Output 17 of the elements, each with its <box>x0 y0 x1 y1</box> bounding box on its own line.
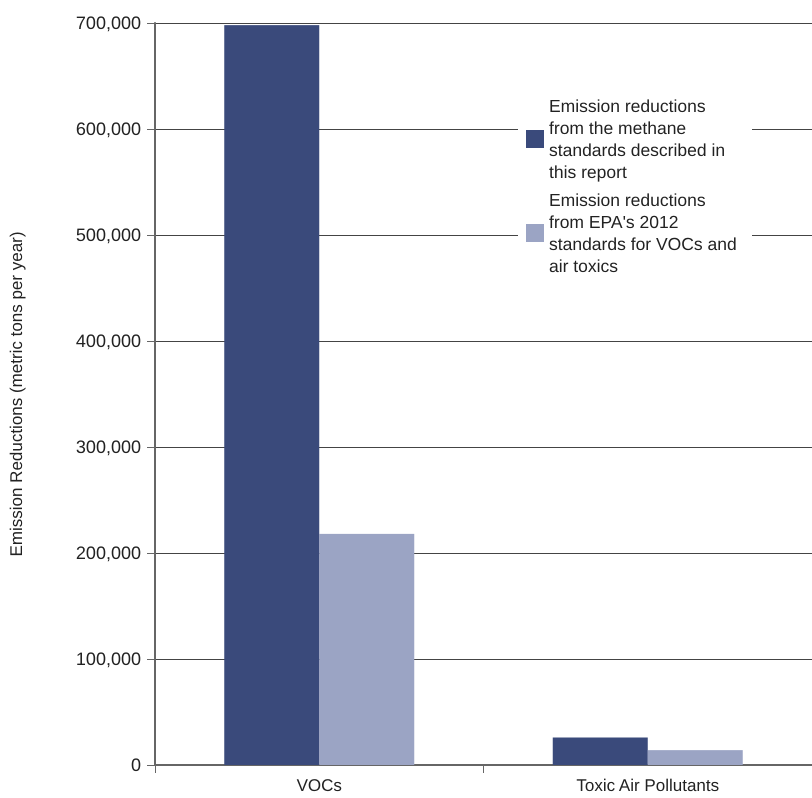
y-tick-label: 700,000 <box>76 13 141 33</box>
y-tick-label: 100,000 <box>76 649 141 669</box>
bar <box>552 737 648 765</box>
y-tick-label: 400,000 <box>76 331 141 351</box>
bar <box>319 534 414 765</box>
legend-label: Emission reductions from the methane standards described in this report <box>549 96 730 182</box>
legend-label: Emission reductions from EPA's 2012 standards for VOCs and air toxics <box>549 190 742 276</box>
bar <box>224 25 320 765</box>
x-tick-label: VOCs <box>296 776 342 795</box>
y-tick-label: 200,000 <box>76 543 141 563</box>
y-axis-title: Emission Reductions (metric tons per year) <box>7 231 26 557</box>
y-tick-label: 600,000 <box>76 119 141 139</box>
bar <box>648 750 743 765</box>
y-tick-label: 300,000 <box>76 437 141 457</box>
x-tick-label: Toxic Air Pollutants <box>576 776 720 795</box>
y-tick-label: 500,000 <box>76 225 141 245</box>
y-tick-label: 0 <box>130 755 141 775</box>
